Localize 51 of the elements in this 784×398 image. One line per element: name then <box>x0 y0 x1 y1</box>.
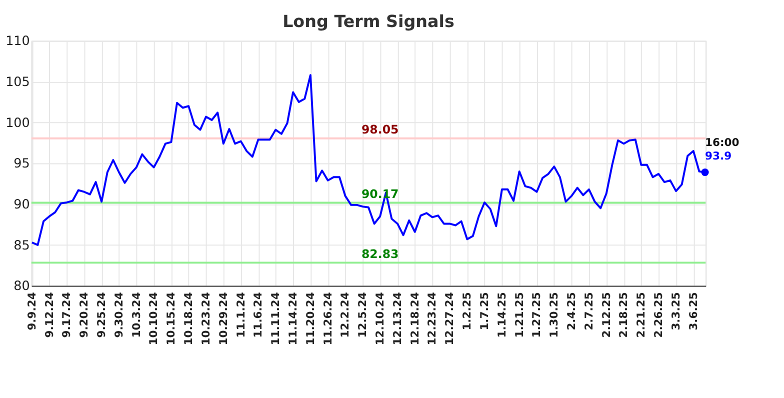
y-tick-label: 100 <box>6 116 30 131</box>
x-tick-label: 2.26.25 <box>652 292 666 338</box>
y-tick-label: 110 <box>6 34 30 50</box>
x-tick-label: 10.29.24 <box>216 292 230 346</box>
ref-line-label: 82.83 <box>362 246 399 261</box>
x-tick-label: 11.6.24 <box>252 292 265 338</box>
y-tick-label: 80 <box>14 279 30 294</box>
ref-line-label: 98.05 <box>362 122 399 136</box>
x-tick-label: 2.12.25 <box>600 292 613 338</box>
x-tick-label: 10.18.24 <box>182 292 196 346</box>
x-tick-label: 10.15.24 <box>164 292 178 346</box>
x-tick-label: 10.10.24 <box>147 292 160 346</box>
x-tick-label: 1.7.25 <box>478 292 491 330</box>
x-tick-label: 2.7.25 <box>582 292 596 330</box>
x-tick-label: 2.21.25 <box>634 292 648 338</box>
x-tick-label: 1.21.25 <box>512 292 526 338</box>
x-tick-label: 12.10.24 <box>374 292 387 346</box>
annotation: 16:00 <box>705 136 740 149</box>
x-tick-label: 12.23.24 <box>426 292 439 346</box>
x-tick-label: 1.2.25 <box>460 292 474 330</box>
x-tick-label: 2.18.25 <box>617 292 630 338</box>
y-tick-label: 95 <box>14 156 30 172</box>
y-tick-label: 90 <box>14 198 30 213</box>
x-tick-label: 1.14.25 <box>495 292 508 338</box>
x-tick-label: 11.26.24 <box>321 292 334 346</box>
x-tick-label: 10.3.24 <box>130 292 143 338</box>
x-tick-label: 11.1.24 <box>234 292 248 338</box>
x-tick-label: 9.20.24 <box>78 292 91 338</box>
x-tick-label: 11.20.24 <box>304 292 317 346</box>
x-tick-label: 9.17.24 <box>60 292 74 338</box>
annotation: 93.9 <box>705 150 732 163</box>
y-tick-label: 105 <box>6 75 30 90</box>
x-tick-label: 10.23.24 <box>199 292 212 346</box>
x-tick-label: 3.6.25 <box>686 292 700 330</box>
y-tick-label: 85 <box>14 238 30 254</box>
x-tick-label: 12.27.24 <box>443 292 456 346</box>
x-tick-label: 9.12.24 <box>42 292 56 338</box>
x-tick-label: 11.14.24 <box>286 292 300 346</box>
x-tick-label: 12.13.24 <box>390 292 404 346</box>
x-tick-label: 12.18.24 <box>408 292 422 346</box>
x-tick-label: 12.5.24 <box>356 292 370 338</box>
x-tick-label: 9.9.24 <box>25 292 38 330</box>
chart-title: Long Term Signals <box>282 12 454 32</box>
x-tick-label: 3.3.25 <box>669 292 682 330</box>
x-tick-label: 9.25.24 <box>95 292 108 338</box>
x-tick-label: 9.30.24 <box>112 292 126 338</box>
x-tick-label: 2.4.25 <box>564 292 578 330</box>
x-tick-label: 11.11.24 <box>269 292 282 346</box>
x-tick-label: 1.30.25 <box>548 292 561 338</box>
x-tick-label: 12.2.24 <box>338 292 352 338</box>
x-tick-label: 1.27.25 <box>530 292 544 338</box>
